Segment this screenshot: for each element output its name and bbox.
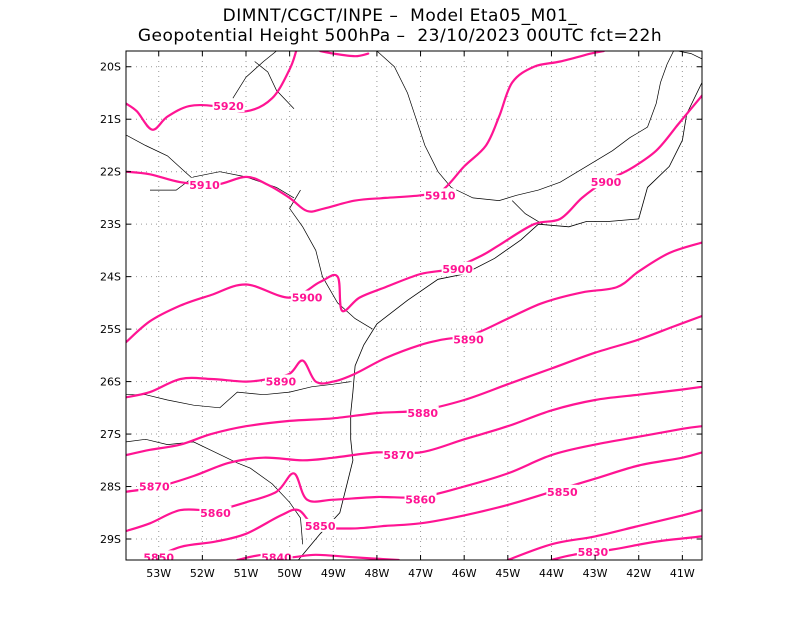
y-tick-label: 24S [100, 271, 121, 284]
x-tick-label: 52W [190, 567, 215, 580]
contour-label: 5910 [425, 189, 456, 202]
x-tick-label: 48W [364, 567, 389, 580]
state-border [289, 189, 373, 330]
x-tick-label: 50W [277, 567, 302, 580]
chart-title-line2: Geopotential Height 500hPa – 23/10/2023 … [137, 26, 663, 46]
x-tick-label: 51W [234, 567, 259, 580]
contour-label: 5870 [383, 449, 414, 462]
contour-line [126, 241, 702, 399]
y-tick-label: 27S [100, 428, 121, 441]
state-border [677, 51, 702, 60]
contour-label-bg [406, 406, 439, 420]
x-tick-label: 42W [626, 567, 651, 580]
contour-line [126, 51, 605, 213]
political-boundaries [126, 51, 702, 560]
contour-label-bg [590, 175, 622, 189]
contour-label-bg [404, 492, 437, 506]
contour-label-bg [291, 290, 324, 304]
state-border [376, 51, 648, 201]
coastline [298, 82, 702, 560]
contour-label-bg [452, 332, 485, 346]
contour-label-bg [546, 484, 579, 498]
contour-line [126, 385, 702, 493]
y-tick-label: 28S [100, 481, 121, 494]
contour-label-bg [260, 550, 293, 560]
y-tick-label: 29S [100, 533, 121, 546]
contour-line [126, 314, 702, 457]
contour-label: 5870 [139, 481, 170, 494]
contour-label-bg [264, 374, 297, 388]
x-tick-label: 46W [452, 567, 477, 580]
latitude-axis: 20S 21S 22S 23S 24S 25S 26S 27S 28S 29S [100, 61, 702, 546]
contour-label-bg [304, 518, 337, 532]
lat-lon-grid [126, 51, 702, 560]
contour-label: 5890 [266, 376, 297, 389]
contour-label: 5900 [591, 176, 622, 189]
contour-labels: 5920 5910 5910 5900 5900 5900 5890 5890 5880 5870… [138, 99, 622, 564]
contour-line [126, 94, 702, 344]
state-border [254, 61, 295, 109]
contour-line [126, 51, 298, 131]
x-tick-label: 53W [146, 567, 171, 580]
y-tick-label: 25S [100, 323, 121, 336]
contour-line [148, 451, 702, 560]
contour-label: 5910 [189, 179, 220, 192]
contour-label: 5880 [407, 407, 438, 420]
x-tick-label: 47W [408, 567, 433, 580]
x-tick-label: 41W [670, 567, 695, 580]
contour-line [506, 509, 702, 560]
contour-label: 5850 [547, 486, 578, 499]
x-tick-label: 43W [583, 567, 608, 580]
contour-label: 5900 [292, 292, 323, 305]
y-tick-label: 23S [100, 218, 121, 231]
y-tick-label: 22S [100, 166, 121, 179]
contour-label-bg [199, 505, 232, 519]
contour-label: 5900 [442, 263, 473, 276]
contour-label-bg [212, 99, 245, 113]
x-tick-label: 49W [321, 567, 346, 580]
contour-label-bg [441, 261, 474, 275]
chart-title-line1: DIMNT/CGCT/INPE – Model Eta05_M01_ [222, 6, 578, 26]
state-border [126, 134, 203, 188]
height-contours [126, 51, 702, 560]
y-tick-label: 20S [100, 61, 121, 74]
state-border [126, 381, 351, 409]
contour-label: 5890 [453, 334, 484, 347]
contour-label: 5840 [261, 551, 292, 564]
contour-label-bg [382, 448, 415, 462]
contour-label: 5860 [200, 507, 231, 520]
longitude-axis: 53W 52W 51W 50W 49W 48W 47W 46W 45W 44W 43W 42W 41W [146, 51, 695, 580]
contour-label: 5860 [405, 494, 436, 507]
contour-line [550, 535, 702, 560]
contour-line [319, 51, 370, 58]
y-tick-label: 21S [100, 113, 121, 126]
contour-label: 5920 [213, 100, 244, 113]
state-border [511, 200, 543, 225]
contour-label-bg [424, 188, 457, 202]
state-border [150, 171, 295, 199]
x-tick-label: 45W [495, 567, 520, 580]
map-frame [125, 50, 703, 561]
contour-label-bg [576, 545, 609, 559]
contour-label-bg [138, 479, 171, 493]
x-tick-label: 44W [539, 567, 564, 580]
contour-label: 5830 [578, 546, 609, 559]
contour-label-bg [188, 177, 221, 191]
state-border [232, 51, 277, 99]
contour-label: 5850 [305, 520, 336, 533]
state-border [647, 51, 674, 128]
state-border [126, 438, 304, 545]
y-tick-label: 26S [100, 376, 121, 389]
